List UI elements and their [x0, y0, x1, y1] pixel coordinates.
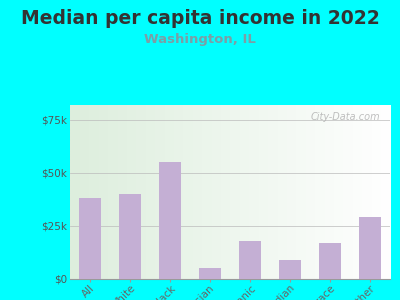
- Text: Washington, IL: Washington, IL: [144, 33, 256, 46]
- Text: Median per capita income in 2022: Median per capita income in 2022: [21, 9, 379, 28]
- Bar: [119, 194, 141, 279]
- Bar: [319, 243, 341, 279]
- Bar: [159, 162, 181, 279]
- Bar: [199, 268, 221, 279]
- Bar: [359, 218, 381, 279]
- Bar: [239, 241, 261, 279]
- Bar: [79, 198, 101, 279]
- Text: City-Data.com: City-Data.com: [311, 112, 380, 122]
- Bar: [279, 260, 301, 279]
